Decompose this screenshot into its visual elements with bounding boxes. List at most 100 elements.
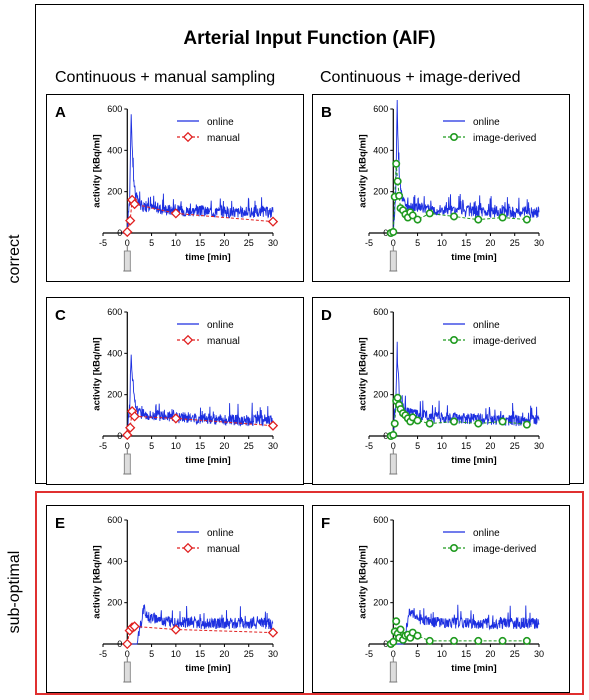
y-tick-label: 600 bbox=[373, 104, 388, 114]
x-tick-label: 25 bbox=[510, 238, 520, 248]
correct-group-frame bbox=[35, 4, 584, 484]
y-tick-label: 600 bbox=[373, 515, 388, 525]
y-axis-label: activity [kBq/ml] bbox=[357, 545, 368, 618]
legend-image-derived-marker bbox=[450, 132, 459, 141]
x-tick-label: 0 bbox=[125, 649, 130, 659]
syringe-barrel bbox=[123, 250, 131, 272]
image-derived-point bbox=[393, 393, 402, 402]
y-tick-label: 200 bbox=[373, 390, 388, 400]
image-derived-point bbox=[425, 636, 434, 645]
image-derived-point bbox=[393, 177, 402, 186]
y-tick-label: 0 bbox=[383, 639, 388, 649]
row-label-correct: correct bbox=[6, 234, 23, 284]
panel-letter: B bbox=[321, 104, 332, 121]
image-derived-point bbox=[396, 625, 405, 634]
x-tick-label: 10 bbox=[171, 238, 181, 248]
image-derived-point bbox=[408, 211, 417, 220]
column-header-manual: Continuous + manual sampling bbox=[55, 69, 276, 86]
chart-svg-c: C 0 200 400 600 -5 0 5 10 15 20 25 30 time [min] activ… bbox=[55, 307, 279, 475]
manual-point bbox=[125, 422, 136, 433]
x-tick-label: 25 bbox=[510, 649, 520, 659]
image-derived-point bbox=[392, 617, 401, 626]
image-derived-point bbox=[395, 191, 404, 200]
series-online-line bbox=[388, 604, 540, 645]
legend-image-derived-marker bbox=[450, 543, 459, 552]
x-tick-label: -5 bbox=[365, 441, 373, 451]
y-tick-label: 600 bbox=[107, 104, 122, 114]
x-tick-label: 30 bbox=[534, 649, 544, 659]
syringe-icon bbox=[389, 656, 398, 683]
panel-letter: E bbox=[55, 515, 65, 532]
manual-point bbox=[129, 621, 140, 632]
image-derived-point bbox=[425, 419, 434, 428]
x-tick-label: 30 bbox=[534, 238, 544, 248]
manual-point bbox=[125, 215, 136, 226]
x-tick-label: 0 bbox=[391, 649, 396, 659]
syringe-barrel bbox=[389, 453, 397, 475]
column-header-image-derived: Continuous + image-derived bbox=[320, 69, 521, 86]
x-tick-label: 0 bbox=[391, 441, 396, 451]
legend-manual-marker bbox=[182, 542, 194, 554]
manual-point bbox=[170, 413, 182, 424]
x-tick-label: 10 bbox=[437, 238, 447, 248]
panel-letter: A bbox=[55, 104, 66, 121]
panel-letter: F bbox=[321, 515, 330, 532]
y-axis-label: activity [kBq/ml] bbox=[91, 545, 102, 618]
y-tick-label: 400 bbox=[107, 556, 122, 566]
y-tick-label: 600 bbox=[107, 515, 122, 525]
series-manual-line bbox=[126, 625, 274, 645]
x-tick-label: 15 bbox=[195, 238, 205, 248]
x-axis-label: time [min] bbox=[451, 455, 496, 466]
series-online-line bbox=[388, 99, 540, 234]
x-tick-label: -5 bbox=[365, 649, 373, 659]
y-tick-label: 400 bbox=[107, 348, 122, 358]
legend-online-label: online bbox=[207, 320, 234, 331]
image-derived-point bbox=[522, 636, 531, 645]
chart-panel-c: C 0 200 400 600 -5 0 5 10 15 20 25 30 time [min] activ… bbox=[46, 297, 304, 485]
image-derived-point bbox=[450, 636, 459, 645]
chart-svg-a: A 0 200 400 600 -5 0 5 10 15 20 25 30 time [min] activ… bbox=[55, 104, 279, 272]
chart-panel-a: A 0 200 400 600 -5 0 5 10 15 20 25 30 time [min] activ… bbox=[46, 94, 304, 282]
image-derived-point bbox=[498, 417, 507, 426]
manual-point bbox=[267, 216, 279, 227]
series-online-line bbox=[122, 604, 274, 645]
legend-manual-marker bbox=[182, 334, 194, 346]
x-tick-label: 25 bbox=[244, 441, 254, 451]
legend-online-label: online bbox=[207, 117, 234, 128]
x-tick-label: -5 bbox=[99, 441, 107, 451]
series-online-line bbox=[122, 354, 274, 437]
manual-point bbox=[122, 638, 133, 650]
image-derived-point bbox=[474, 215, 483, 224]
x-tick-label: 10 bbox=[437, 649, 447, 659]
y-tick-label: 0 bbox=[117, 639, 122, 649]
image-derived-point bbox=[413, 631, 422, 640]
y-axis-label: activity [kBq/ml] bbox=[357, 134, 368, 207]
syringe-barrel bbox=[389, 661, 397, 683]
syringe-icon bbox=[389, 448, 398, 475]
x-tick-label: -5 bbox=[99, 238, 107, 248]
manual-point bbox=[170, 208, 182, 219]
x-axis-label: time [min] bbox=[185, 252, 230, 263]
manual-point bbox=[170, 624, 182, 635]
x-tick-label: 20 bbox=[219, 441, 229, 451]
y-tick-label: 600 bbox=[107, 307, 122, 317]
x-tick-label: 20 bbox=[219, 238, 229, 248]
image-derived-point bbox=[522, 215, 531, 224]
syringe-icon bbox=[123, 245, 132, 272]
x-tick-label: 10 bbox=[171, 441, 181, 451]
image-derived-point bbox=[474, 419, 483, 428]
x-tick-label: -5 bbox=[99, 649, 107, 659]
x-tick-label: 15 bbox=[195, 649, 205, 659]
sub-optimal-group-frame bbox=[35, 491, 584, 695]
x-tick-label: 20 bbox=[485, 238, 495, 248]
legend-secondary-label: image-derived bbox=[473, 133, 536, 144]
legend-secondary-label: image-derived bbox=[473, 336, 536, 347]
y-tick-label: 200 bbox=[373, 598, 388, 608]
y-tick-label: 600 bbox=[373, 307, 388, 317]
y-tick-label: 400 bbox=[373, 145, 388, 155]
image-derived-point bbox=[425, 209, 434, 218]
y-tick-label: 200 bbox=[107, 390, 122, 400]
syringe-barrel bbox=[389, 250, 397, 272]
x-tick-label: 20 bbox=[485, 441, 495, 451]
manual-point bbox=[267, 420, 279, 431]
